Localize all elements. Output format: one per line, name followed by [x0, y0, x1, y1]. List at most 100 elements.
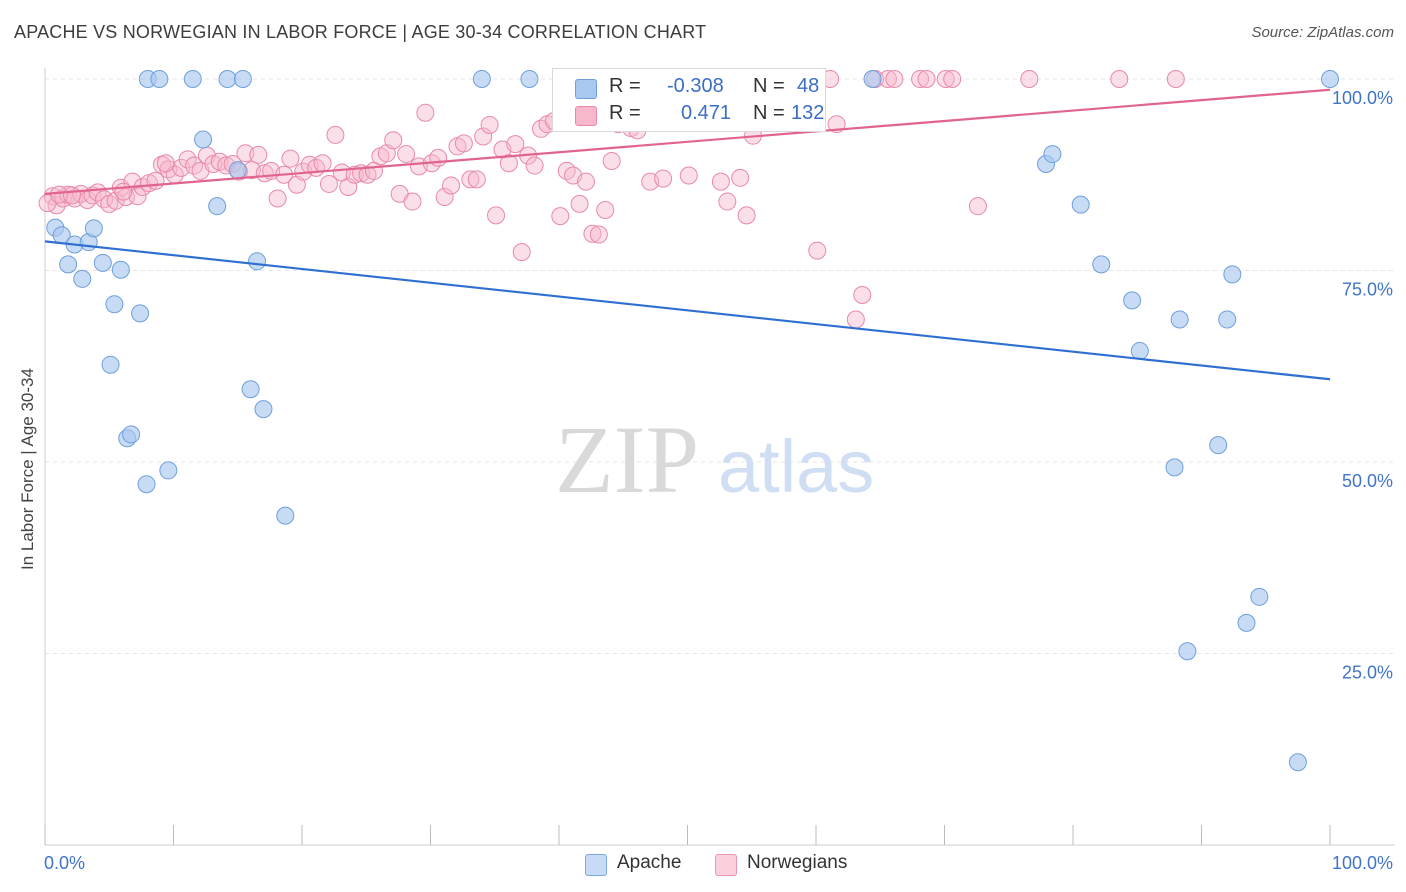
n-label: N = — [753, 102, 785, 124]
y-tick-label-3: 100.0% — [1332, 88, 1393, 108]
apache-point-46 — [1288, 753, 1307, 772]
norwegians-point-68 — [467, 170, 486, 189]
norwegians-point-8 — [88, 183, 107, 202]
norwegians-point-87 — [589, 225, 608, 244]
legend-label-apache: Apache — [617, 852, 682, 873]
x-tick-label-1: 100.0% — [1332, 853, 1393, 873]
norwegians-point-131 — [156, 154, 175, 173]
norwegians-point-15 — [128, 187, 147, 206]
norwegians-point-86 — [583, 224, 602, 243]
apache-point-34 — [1071, 195, 1090, 214]
apache-point-10 — [111, 260, 130, 279]
norwegians-point-32 — [236, 144, 255, 163]
norwegians-point-74 — [506, 135, 525, 154]
norwegians-point-69 — [474, 127, 493, 146]
apache-point-28 — [472, 70, 491, 88]
norwegians-point-107 — [737, 206, 756, 225]
norwegians-point-126 — [1166, 70, 1185, 88]
apache-point-39 — [1170, 310, 1189, 329]
norwegians-point-44 — [313, 154, 332, 173]
norwegians-point-111 — [808, 241, 827, 260]
apache-point-41 — [1209, 436, 1228, 455]
apache-trend-line — [44, 240, 1331, 381]
norwegians-swatch — [575, 106, 597, 126]
norwegians-point-46 — [326, 125, 345, 144]
apache-point-45 — [1250, 587, 1269, 606]
norwegians-point-120 — [917, 70, 936, 88]
apache-point-26 — [254, 400, 273, 419]
chart-title: APACHE VS NORWEGIAN IN LABOR FORCE | AGE… — [14, 22, 707, 42]
apache-point-24 — [241, 380, 260, 399]
norwegians-point-106 — [731, 168, 750, 187]
norwegians-point-37 — [268, 189, 287, 208]
apache-point-29 — [520, 70, 539, 88]
legend-label-norwegians: Norwegians — [747, 852, 848, 873]
norwegians-point-124 — [1020, 70, 1039, 88]
apache-point-13 — [131, 304, 150, 323]
norwegians-point-103 — [711, 172, 730, 191]
norwegians-point-60 — [416, 103, 435, 122]
apache-point-25 — [248, 252, 267, 271]
norwegians-point-75 — [512, 243, 531, 262]
norwegians-point-58 — [403, 192, 422, 211]
n-value: 132 — [791, 102, 825, 124]
correlation-legend: R = -0.308 N = 48 R = 0.471 N = 132 — [552, 68, 826, 132]
norwegians-point-62 — [429, 148, 448, 167]
y-tick-label-2: 75.0% — [1342, 280, 1393, 300]
norwegians-point-128 — [50, 185, 69, 204]
apache-point-19 — [194, 130, 213, 149]
apache-point-2 — [59, 255, 78, 274]
apache-point-33 — [1043, 145, 1062, 164]
norwegians-point-4 — [65, 189, 84, 208]
norwegians-point-85 — [576, 172, 595, 191]
n-value: 48 — [797, 75, 820, 97]
apache-point-23 — [233, 70, 252, 88]
norwegians-point-97 — [654, 169, 673, 188]
apache-legend-swatch — [585, 854, 607, 876]
norwegians-point-130 — [114, 182, 133, 201]
r-value: -0.308 — [667, 75, 724, 97]
norwegians-point-64 — [442, 176, 461, 195]
y-tick-label-0: 25.0% — [1342, 663, 1393, 683]
norwegians-point-118 — [885, 70, 904, 88]
n-label: N = — [753, 75, 785, 97]
apache-point-37 — [1130, 341, 1149, 360]
norwegians-point-49 — [345, 165, 364, 184]
x-tick-label-0: 0.0% — [44, 853, 85, 873]
norwegians-point-55 — [384, 131, 403, 150]
apache-point-36 — [1123, 291, 1142, 310]
apache-point-15 — [159, 461, 178, 480]
watermark: ZIP atlas — [555, 406, 874, 513]
apache-point-4 — [73, 269, 92, 288]
r-value: 0.471 — [681, 102, 732, 124]
source-label: Source: ZipAtlas.com — [1251, 24, 1394, 41]
norwegians-point-129 — [62, 186, 81, 205]
norwegians-point-67 — [461, 170, 480, 189]
apache-point-21 — [218, 70, 237, 88]
norwegians-point-40 — [287, 175, 306, 194]
norwegians-point-82 — [557, 161, 576, 180]
norwegians-point-121 — [936, 70, 955, 88]
watermark-zip: ZIP — [555, 406, 699, 513]
apache-point-47 — [1321, 70, 1339, 88]
r-label: R = — [609, 75, 641, 97]
norwegians-points — [38, 70, 1185, 329]
apache-point-27 — [276, 506, 295, 525]
apache-points — [46, 70, 1339, 772]
series-legend: Apache Norwegians — [0, 852, 1406, 878]
apache-point-40 — [1178, 642, 1197, 661]
r-label: R = — [609, 102, 641, 124]
apache-point-42 — [1223, 265, 1242, 284]
apache-point-14 — [137, 475, 156, 494]
norwegians-point-66 — [454, 134, 473, 153]
trend-lines — [44, 88, 1331, 381]
norwegians-point-63 — [435, 187, 454, 206]
norwegians-point-70 — [480, 115, 499, 134]
apache-point-8 — [101, 355, 120, 374]
norwegians-point-45 — [319, 174, 338, 193]
apache-point-44 — [1237, 613, 1256, 632]
norwegians-point-123 — [968, 197, 987, 216]
axes — [44, 68, 1395, 846]
norwegians-point-54 — [377, 144, 396, 163]
